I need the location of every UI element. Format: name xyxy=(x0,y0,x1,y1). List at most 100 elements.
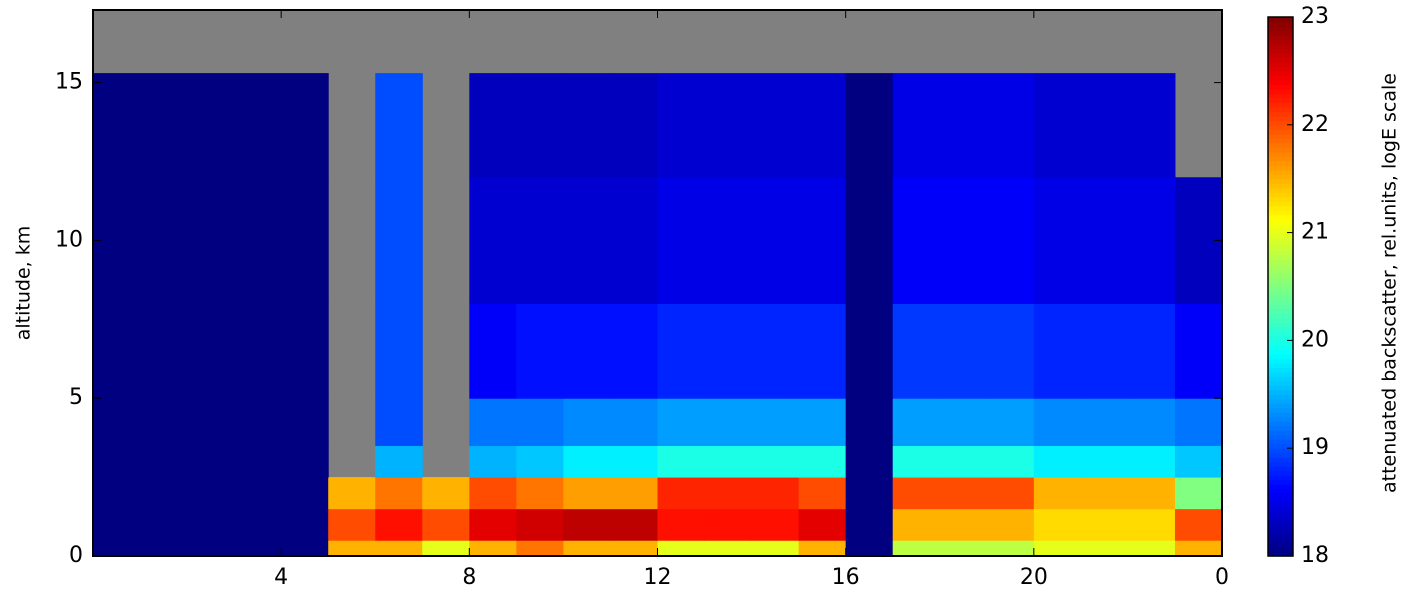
heatmap-cell xyxy=(516,177,564,305)
colorbar-step xyxy=(1268,308,1293,315)
heatmap-cell xyxy=(187,303,235,399)
heatmap-cell xyxy=(751,477,800,510)
heatmap xyxy=(93,73,1223,557)
heatmap-cell xyxy=(704,177,753,305)
heatmap-cell xyxy=(704,303,753,399)
colorbar-step xyxy=(1268,349,1293,355)
heatmap-cell xyxy=(751,445,800,478)
heatmap-cell xyxy=(234,540,282,557)
colorbar-step xyxy=(1268,376,1293,382)
heatmap-cell xyxy=(939,508,988,541)
heatmap-cell xyxy=(798,540,847,557)
heatmap-cell xyxy=(281,477,329,510)
heatmap-cell xyxy=(939,477,988,510)
heatmap-cell xyxy=(516,398,564,447)
heatmap-cell xyxy=(1080,303,1129,399)
colorbar-step xyxy=(1268,511,1293,517)
colorbar-step xyxy=(1268,111,1293,117)
heatmap-cell xyxy=(1033,177,1082,305)
heatmap-cell xyxy=(986,540,1035,557)
colorbar-step xyxy=(1268,434,1293,440)
colorbar-step xyxy=(1268,488,1293,494)
colorbar-step xyxy=(1268,237,1293,243)
colorbar-step xyxy=(1268,475,1293,481)
heatmap-cell xyxy=(1127,398,1176,447)
heatmap-cell xyxy=(1033,477,1082,510)
heatmap-cell xyxy=(892,445,941,478)
heatmap-cell xyxy=(610,177,658,305)
colorbar-step xyxy=(1268,448,1293,454)
colorbar-step xyxy=(1268,353,1293,359)
heatmap-cell xyxy=(845,303,894,399)
heatmap-cell xyxy=(1127,177,1176,305)
heatmap-cell xyxy=(1127,303,1176,399)
heatmap-cell xyxy=(704,398,753,447)
colorbar-step xyxy=(1268,79,1293,85)
colorbar-step xyxy=(1268,25,1293,32)
heatmap-cell xyxy=(375,303,423,399)
colorbar-step xyxy=(1268,264,1293,270)
heatmap-cell xyxy=(469,477,517,510)
heatmap-cell xyxy=(1174,508,1223,541)
heatmap-cell xyxy=(469,508,517,541)
heatmap-cell xyxy=(281,177,329,305)
heatmap-cell xyxy=(563,508,611,541)
heatmap-cell xyxy=(892,177,941,305)
heatmap-cell xyxy=(939,177,988,305)
colorbar-step xyxy=(1268,106,1293,112)
heatmap-cell xyxy=(1033,303,1082,399)
heatmap-cell xyxy=(187,73,235,178)
colorbar-step xyxy=(1268,286,1293,292)
heatmap-cell xyxy=(610,445,658,478)
heatmap-cell xyxy=(140,508,188,541)
heatmap-cell xyxy=(1033,540,1082,557)
heatmap-cell xyxy=(1080,540,1129,557)
heatmap-cell xyxy=(610,508,658,541)
colorbar-step xyxy=(1268,407,1293,413)
heatmap-cell xyxy=(1080,508,1129,541)
colorbar-step xyxy=(1268,538,1293,544)
heatmap-cell xyxy=(469,73,517,178)
heatmap-cell xyxy=(281,303,329,399)
y-tick-label: 15 xyxy=(55,70,83,95)
colorbar-step xyxy=(1268,57,1293,63)
heatmap-cell xyxy=(704,540,753,557)
colorbar-step xyxy=(1268,259,1293,265)
colorbar-label: attenuated backscatter, rel.units, logE … xyxy=(1379,73,1401,493)
colorbar-tick-label: 23 xyxy=(1301,4,1329,29)
heatmap-cell xyxy=(375,398,423,447)
colorbar-step xyxy=(1268,21,1293,27)
heatmap-cell xyxy=(563,477,611,510)
colorbar-step xyxy=(1268,452,1293,458)
colorbar-step xyxy=(1268,403,1293,409)
colorbar-step xyxy=(1268,214,1293,220)
colorbar-step xyxy=(1268,228,1293,234)
heatmap-cell xyxy=(798,177,847,305)
colorbar-step xyxy=(1268,344,1293,350)
heatmap-cell xyxy=(798,303,847,399)
heatmap-cell xyxy=(563,73,611,178)
heatmap-cell xyxy=(328,508,376,541)
heatmap-cell xyxy=(845,540,894,557)
colorbar-step xyxy=(1268,371,1293,377)
colorbar-step xyxy=(1268,394,1293,400)
colorbar-step xyxy=(1268,362,1293,368)
heatmap-cell xyxy=(375,508,423,541)
heatmap-cell xyxy=(375,477,423,510)
heatmap-cell xyxy=(516,445,564,478)
heatmap-cell xyxy=(657,477,706,510)
colorbar-step xyxy=(1268,299,1293,306)
heatmap-cell xyxy=(328,540,376,557)
heatmap-cell xyxy=(986,445,1035,478)
colorbar-step xyxy=(1268,484,1293,490)
heatmap-cell xyxy=(140,477,188,510)
colorbar-step xyxy=(1268,273,1293,279)
colorbar-step xyxy=(1268,124,1293,130)
heatmap-cell xyxy=(93,477,141,510)
colorbar-step xyxy=(1268,551,1293,557)
colorbar-tick-label: 18 xyxy=(1301,543,1329,568)
heatmap-cell xyxy=(751,73,800,178)
heatmap-cell xyxy=(1080,398,1129,447)
colorbar-step xyxy=(1268,75,1293,81)
heatmap-cell xyxy=(986,177,1035,305)
